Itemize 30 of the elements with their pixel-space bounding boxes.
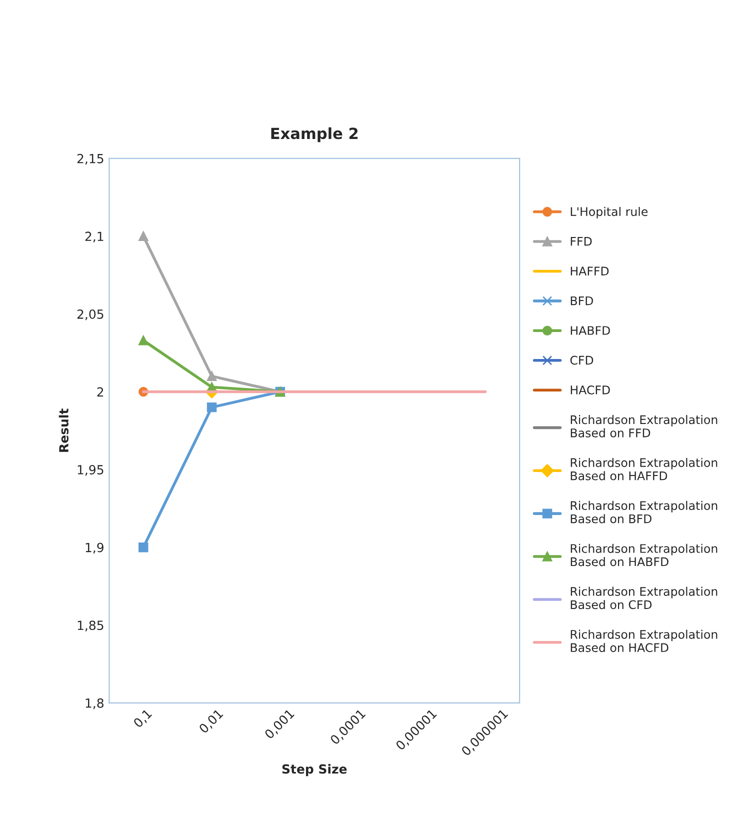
- y-tick-label: 1,95: [78, 465, 104, 476]
- legend-label: Richardson Extrapolation Based on BFD: [570, 500, 718, 524]
- legend-label: HAFFD: [570, 266, 609, 276]
- y-axis-title: Result: [58, 408, 69, 452]
- y-tick-label: 2,05: [77, 309, 104, 320]
- legend-label: HABFD: [570, 326, 610, 335]
- legend-label: BFD: [570, 296, 593, 306]
- point: [206, 371, 217, 382]
- legend-label: L'Hopital rule: [570, 206, 648, 218]
- y-tick-label: 1,85: [78, 620, 104, 632]
- y-tick-label: 2,15: [77, 154, 104, 165]
- y-tick-label: 2: [97, 387, 104, 397]
- x-tick-label: 0,1: [132, 708, 154, 729]
- y-tick-label: 1,8: [86, 698, 104, 710]
- legend-label: Richardson Extrapolation Based on HAFFD: [570, 458, 718, 480]
- point: [206, 402, 217, 412]
- chart-title: Example 2: [271, 127, 358, 142]
- legend-label: Richardson Extrapolation Based on HABFD: [570, 544, 718, 566]
- legend-label: Richardson Extrapolation Based on CFD: [570, 586, 718, 610]
- y-tick-label: 1,9: [86, 542, 104, 554]
- y-tick-label: 2,1: [85, 232, 104, 242]
- legend-label: Richardson Extrapolation Based on FFD: [570, 415, 718, 438]
- point: [138, 231, 148, 242]
- legend-label: HACFD: [570, 385, 610, 394]
- legend-label: Richardson Extrapolation Based on HACFD: [570, 630, 718, 652]
- x-axis-title: Step Size: [282, 764, 347, 776]
- legend-label: FFD: [570, 237, 592, 246]
- point: [138, 336, 148, 346]
- point: [138, 542, 148, 552]
- legend-label: CFD: [570, 356, 594, 365]
